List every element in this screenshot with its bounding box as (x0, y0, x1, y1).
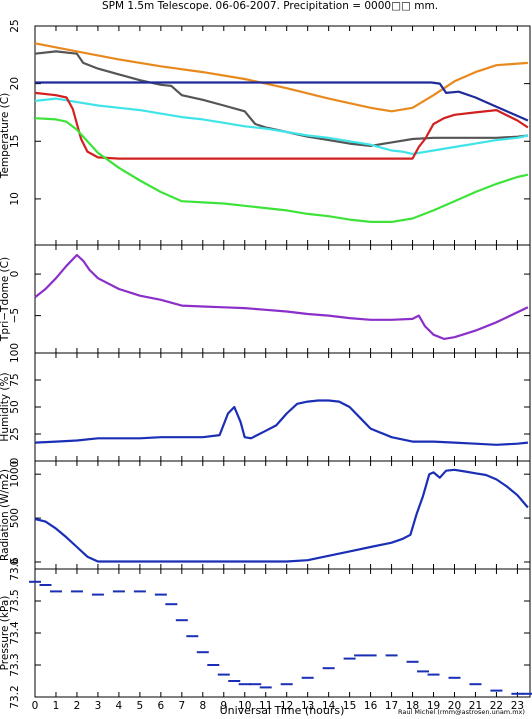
panel-3-ytick-label: 25 (9, 427, 21, 440)
x-tick-label: 10 (238, 700, 251, 712)
x-tick-label: 16 (364, 700, 378, 712)
x-tick-label: 2 (74, 700, 81, 712)
panel-4-ytick-label: 500 (9, 508, 21, 528)
pressure-point (259, 686, 272, 689)
pressure-point (364, 654, 377, 657)
panel-1-ylabel: Temperature (C) (0, 93, 11, 179)
pressure-point (196, 651, 209, 654)
x-tick-label: 21 (469, 700, 482, 712)
pressure-point (207, 664, 220, 666)
panel-1-series-green (34, 117, 529, 223)
x-tick-label: 17 (385, 700, 398, 712)
panel-4-ytick-label: 1000 (9, 461, 21, 488)
pressure-point (91, 593, 104, 596)
pressure-point (228, 680, 241, 682)
pressure-point (427, 673, 440, 676)
panel-3-ytick-label: 75 (9, 373, 21, 386)
x-tick-label: 3 (95, 700, 102, 712)
x-tick-label: 5 (137, 700, 144, 712)
x-tick-label: 12 (280, 700, 293, 712)
pressure-point (154, 593, 167, 596)
panel-4-frame (34, 460, 531, 570)
pressure-point (469, 683, 482, 686)
credit-text: Raul Michel (rmm@astrosen.unam.mx) (398, 708, 525, 716)
pressure-point (133, 590, 146, 593)
panel-3-ytick-label: 0 (9, 458, 21, 465)
x-tick-label: 20 (448, 700, 461, 712)
x-tick-label: 7 (178, 700, 185, 712)
x-tick-label: 18 (406, 700, 419, 712)
panel-1-ytick-label: 20 (9, 77, 21, 90)
panel-2-ytick-label: −5 (9, 308, 21, 323)
pressure-point (521, 692, 532, 695)
x-tick-label: 13 (301, 700, 314, 712)
panel-4-series-blue (34, 468, 529, 563)
panel-1-ytick-label: 15 (9, 135, 21, 148)
x-tick-label: 6 (158, 700, 165, 712)
x-tick-label: 19 (427, 700, 440, 712)
pressure-point (280, 683, 293, 686)
panel-3-frame (34, 352, 531, 462)
x-tick-label: 14 (322, 700, 336, 712)
pressure-point (406, 660, 419, 663)
pressure-point (343, 657, 356, 660)
x-tick-label: 4 (116, 700, 123, 712)
x-tick-label: 11 (259, 700, 272, 712)
x-tick-label: 9 (220, 700, 227, 712)
pressure-point (70, 590, 83, 593)
pressure-point (249, 683, 262, 686)
pressure-point (112, 590, 125, 593)
pressure-point (354, 654, 367, 657)
panel-5-ytick-label: 73.5 (9, 589, 21, 612)
pressure-point (385, 654, 398, 657)
pressure-point (186, 635, 199, 638)
panel-5-ylabel: Pressure (kPa) (0, 596, 11, 671)
panel-5-ytick-label: 73.2 (9, 685, 21, 708)
pressure-point (322, 667, 335, 670)
panel-2-ytick-label: 0 (9, 271, 21, 278)
x-tick-label: 23 (511, 700, 524, 712)
panel-4-ylabel: Radiation (W/m2) (0, 469, 11, 561)
panel-1-series-navy (35, 81, 529, 122)
pressure-point (175, 619, 188, 622)
panel-3-ylabel: Humidity (%) (0, 372, 11, 441)
pressure-point (217, 673, 230, 676)
panel-5-ytick-label: 73.6 (9, 557, 21, 581)
panel-3-series-blue (34, 399, 529, 446)
panel-1-ytick-label: 25 (9, 19, 21, 32)
panel-2-series-purple (34, 253, 529, 340)
pressure-point (417, 670, 430, 673)
x-tick-label: 1 (53, 700, 60, 712)
panel-3-ytick-label: 50 (9, 400, 21, 413)
panel-5-ytick-label: 73.4 (9, 621, 21, 645)
pressure-point (49, 590, 62, 593)
panel-1-series-orange (34, 42, 528, 113)
panel-2-ylabel: Tpri−Tdome (C) (0, 257, 11, 342)
panel-1-ytick-label: 10 (9, 192, 21, 205)
pressure-point (511, 692, 524, 695)
x-tick-label: 8 (199, 700, 206, 712)
panel-3-ytick-label: 100 (9, 343, 21, 363)
panel-4-ytick-label: 0 (9, 559, 21, 566)
pressure-point (448, 676, 461, 679)
pressure-point (238, 683, 251, 686)
panel-1-series-red (34, 91, 529, 160)
panel-1-series-cyan (34, 97, 529, 155)
pressure-point (39, 584, 52, 586)
x-axis-label: Universal Time (hours) (220, 704, 345, 717)
pressure-point (165, 603, 178, 606)
pressure-point (490, 689, 503, 692)
panel-1-frame (34, 25, 531, 246)
figure-title: SPM 1.5m Telescope. 06-06-2007. Precipit… (102, 0, 438, 12)
panel-1-series-gray (34, 50, 529, 147)
x-tick-label: 0 (32, 700, 39, 712)
pressure-point (301, 676, 314, 679)
x-tick-label: 15 (343, 700, 356, 712)
x-tick-label: 22 (490, 700, 503, 712)
panel-5-ytick-label: 73.3 (9, 653, 21, 676)
pressure-point (29, 580, 41, 583)
